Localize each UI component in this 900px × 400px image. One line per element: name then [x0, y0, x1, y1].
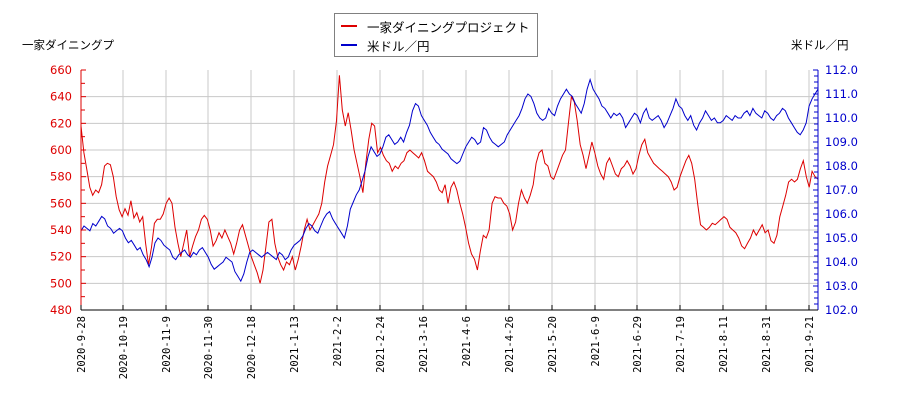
right-axis-tick-label: 110.0 — [825, 111, 858, 125]
x-axis-tick-label: 2021-4-26 — [504, 316, 516, 373]
left-axis-tick-label: 660 — [50, 63, 72, 77]
x-axis-tick-label: 2021-9-21 — [804, 316, 816, 373]
left-axis-tick-label: 540 — [50, 223, 72, 237]
left-axis-tick-label: 520 — [50, 250, 72, 264]
x-axis-tick-label: 2021-8-31 — [761, 316, 773, 373]
right-axis-tick-label: 107.0 — [825, 183, 858, 197]
left-axis-tick-label: 580 — [50, 170, 72, 184]
right-axis-tick-label: 102.0 — [825, 303, 858, 317]
legend-label-usdjpy: 米ドル／円 — [367, 38, 430, 54]
right-axis-tick-label: 109.0 — [825, 135, 858, 149]
left-axis-tick-label: 480 — [50, 303, 72, 317]
right-axis-tick-label: 112.0 — [825, 63, 858, 77]
x-axis-tick-label: 2021-2-2 — [332, 316, 344, 367]
left-axis-tick-label: 500 — [50, 276, 72, 290]
left-axis-title: 一家ダイニングプ — [22, 38, 114, 52]
x-axis-tick-label: 2020-11-30 — [203, 316, 215, 379]
usdjpy-line — [80, 77, 819, 283]
axes: 480 500 520 540 560 580 600 620 640 660 102.0 103.0… — [50, 63, 858, 379]
x-axis-tick-label: 2021-2-24 — [375, 316, 387, 373]
legend-item-usdjpy: 米ドル／円 — [341, 36, 430, 54]
legend-swatch-red — [341, 25, 357, 27]
x-axis-tick-label: 2020-10-19 — [118, 316, 130, 379]
x-axis-tick-label: 2021-7-19 — [675, 316, 687, 373]
x-axis-tick-label: 2021-4-6 — [461, 316, 473, 367]
x-axis-tick-label: 2021-1-13 — [289, 316, 301, 373]
right-axis-title: 米ドル／円 — [791, 38, 849, 52]
x-axis-tick-label: 2021-8-11 — [718, 316, 730, 373]
x-axis-tick-label: 2021-6-9 — [590, 316, 602, 367]
legend-swatch-blue — [341, 44, 357, 46]
left-axis-tick-label: 620 — [50, 116, 72, 130]
right-axis-tick-label: 106.0 — [825, 207, 858, 221]
plot-area — [80, 75, 819, 284]
x-axis-tick-label: 2021-6-29 — [632, 316, 644, 373]
left-axis-tick-label: 600 — [50, 143, 72, 157]
right-axis-tick-label: 104.0 — [825, 255, 858, 269]
x-axis-tick-label: 2020-11-9 — [161, 316, 173, 373]
right-axis-tick-label: 103.0 — [825, 279, 858, 293]
x-axis-tick-label: 2020-9-28 — [76, 316, 88, 373]
gridlines — [81, 70, 818, 310]
x-axis-tick-label: 2021-5-20 — [547, 316, 559, 373]
left-axis-tick-label: 560 — [50, 196, 72, 210]
right-axis-tick-label: 111.0 — [825, 87, 858, 101]
legend-label-stock: 一家ダイニングプロジェクト — [367, 19, 530, 35]
right-axis-tick-label: 108.0 — [825, 159, 858, 173]
left-axis-tick-label: 640 — [50, 90, 72, 104]
x-axis-tick-label: 2020-12-18 — [246, 316, 258, 379]
stock-price-line — [80, 75, 819, 284]
right-axis-tick-label: 105.0 — [825, 231, 858, 245]
x-axis-tick-label: 2021-3-16 — [418, 316, 430, 373]
legend-item-stock: 一家ダイニングプロジェクト — [341, 17, 530, 35]
legend: 一家ダイニングプロジェクト 米ドル／円 — [334, 13, 538, 57]
